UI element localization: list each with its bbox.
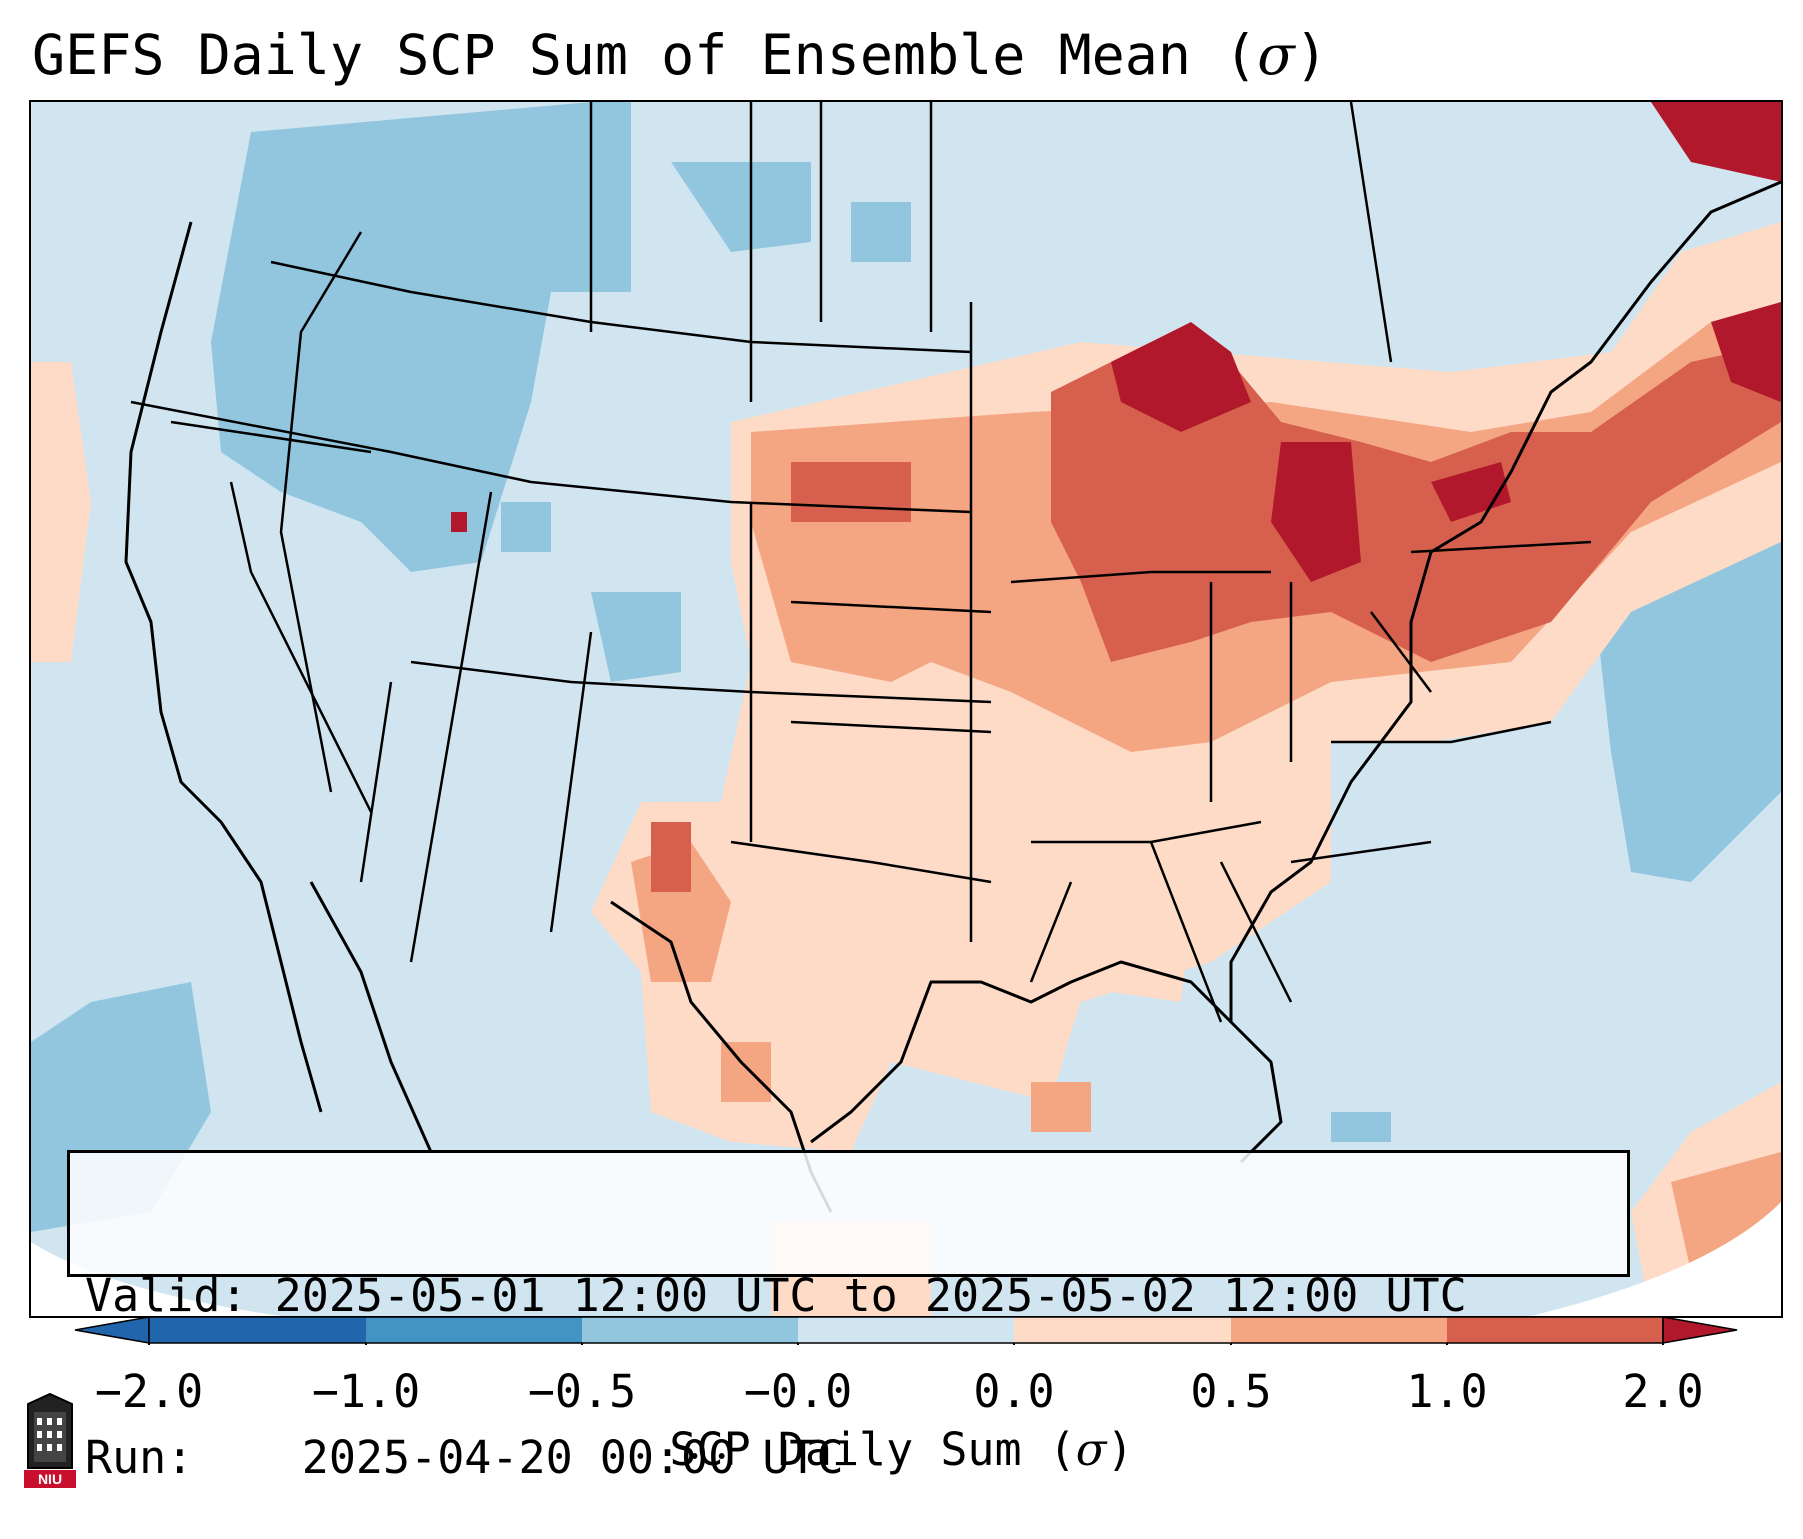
- colorbar-title-text: SCP Daily Sum (: [669, 1423, 1076, 1476]
- colorbar-title: SCP Daily Sum (σ): [0, 1423, 1803, 1477]
- colorbar-segment: [366, 1317, 582, 1343]
- run-value: 2025-04-20 00:00 UTC: [301, 1431, 844, 1484]
- colorbar-tick-label: 0.5: [1190, 1365, 1272, 1418]
- colorbar-segment: [1231, 1317, 1447, 1343]
- colorbar-tick-label: −2.0: [94, 1365, 204, 1418]
- negative-anomaly-regions: [31, 102, 1781, 1232]
- colorbar-segment: [798, 1317, 1014, 1343]
- state-borders: [130, 102, 1592, 1023]
- valid-run-info-box: Valid: 2025-05-01 12:00 UTC to 2025-05-0…: [67, 1150, 1630, 1484]
- title-text: GEFS Daily SCP Sum of Ensemble Mean (: [32, 23, 1258, 87]
- colorbar-tick-label: 2.0: [1622, 1365, 1704, 1418]
- domain-edge-right: [1531, 1202, 1781, 1316]
- colorbar-tick-label: −0.5: [527, 1365, 637, 1418]
- title-close: ): [1294, 23, 1328, 87]
- colorbar-segment: [582, 1317, 798, 1343]
- colorbar-segment: [149, 1317, 366, 1343]
- colorbar-extend-max: [1662, 1316, 1738, 1344]
- colorbar-tick-marks: [148, 1343, 1664, 1345]
- colorbar-tick-label: −0.0: [743, 1365, 853, 1418]
- colorbar: [74, 1316, 1738, 1345]
- colorbar-tick-label: −1.0: [311, 1365, 421, 1418]
- colorbar-title-close: ): [1106, 1423, 1134, 1476]
- title-sigma: σ: [1257, 23, 1295, 87]
- colorbar-outline: [148, 1316, 1664, 1344]
- valid-label: Valid:: [85, 1269, 248, 1322]
- map-panel: [29, 100, 1783, 1318]
- niu-building-logo-icon: NIU: [24, 1392, 76, 1488]
- logo-text: NIU: [38, 1471, 62, 1487]
- chart-title: GEFS Daily SCP Sum of Ensemble Mean (σ): [32, 22, 1328, 88]
- run-label: Run:: [85, 1431, 194, 1484]
- valid-row: Valid: 2025-05-01 12:00 UTC to 2025-05-0…: [85, 1269, 1627, 1323]
- valid-value: 2025-05-01 12:00 UTC to 2025-05-02 12:00…: [274, 1269, 1467, 1322]
- domain-edge-left: [31, 1242, 281, 1316]
- map-canvas: [31, 102, 1781, 1316]
- colorbar-tick-label: 0.0: [973, 1365, 1055, 1418]
- colorbar-segment: [1447, 1317, 1663, 1343]
- colorbar-tick-label: 1.0: [1406, 1365, 1488, 1418]
- run-row: Run: 2025-04-20 00:00 UTC: [85, 1431, 1627, 1485]
- colorbar-title-sigma: σ: [1075, 1423, 1107, 1476]
- colorbar-segment: [1014, 1317, 1231, 1343]
- extreme-positive-regions: [451, 102, 1781, 582]
- colorbar-extend-min: [74, 1316, 150, 1344]
